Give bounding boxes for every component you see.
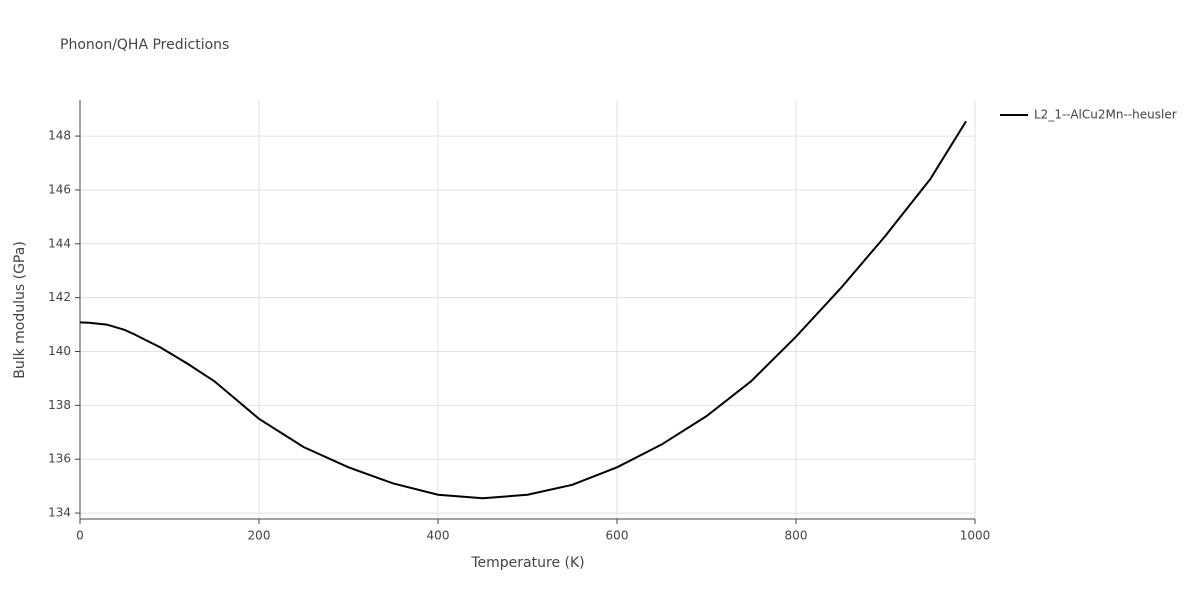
x-tick-label: 800 [785, 529, 808, 543]
y-tick-label: 140 [48, 344, 71, 358]
data-line [79, 120, 967, 500]
y-axis-label: Bulk modulus (GPa) [12, 241, 28, 379]
legend-label: L2_1--AlCu2Mn--heusler [1034, 108, 1177, 122]
x-tick-label: 600 [606, 529, 629, 543]
x-tick-label: 200 [248, 529, 271, 543]
x-tick-label: 1000 [960, 529, 991, 543]
y-tick-label: 142 [48, 290, 71, 304]
y-tick-label: 134 [48, 506, 71, 520]
y-tick-label: 148 [48, 129, 71, 143]
x-tick-label: 0 [76, 529, 84, 543]
y-tick-label: 136 [48, 452, 71, 466]
y-tick-label: 144 [48, 236, 71, 250]
x-tick-label: 400 [427, 529, 450, 543]
y-tick-label: 146 [48, 182, 71, 196]
y-tick-label: 138 [48, 398, 71, 412]
x-axis-label: Temperature (K) [470, 555, 584, 571]
chart-title: Phonon/QHA Predictions [60, 37, 229, 53]
